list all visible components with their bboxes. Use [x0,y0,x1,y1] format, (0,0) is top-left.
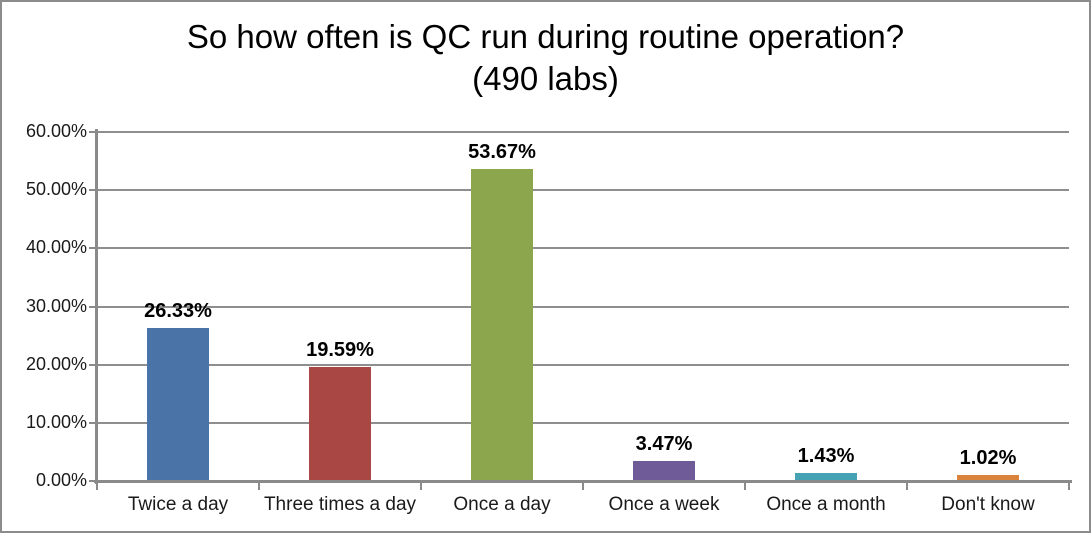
bar-three-times-a-day [309,367,371,481]
y-axis-tick-label: 40.00% [25,237,87,258]
x-axis-category-label: Once a month [766,494,886,515]
bar-twice-a-day [147,327,209,481]
y-axis-tick [89,131,97,133]
x-axis-tick [420,483,422,490]
x-axis-tick [582,483,584,490]
y-axis-tick-label: 0.00% [35,470,87,490]
bar-once-a-day [471,168,533,481]
bar-once-a-month [795,472,857,481]
x-axis-tick [906,483,908,490]
x-axis-tick [1068,483,1070,490]
x-axis-category-label: Once a day [453,494,551,515]
y-axis-tick-label: 50.00% [25,179,87,200]
chart-title-line1: So how often is QC run during routine op… [186,18,905,55]
y-gridline [97,421,1069,424]
bar-value-label: 19.59% [306,339,374,362]
x-axis-tick [258,483,260,490]
chart-title: So how often is QC run during routine op… [2,16,1089,100]
x-axis-category-label: Three times a day [263,494,417,515]
y-gridline [97,363,1069,366]
y-axis-tick [89,305,97,308]
y-gridline [97,305,1069,308]
bar-value-label: 1.43% [797,444,855,467]
bar-value-label: 1.02% [959,447,1017,470]
y-gridline [97,247,1069,250]
y-axis-tick [89,189,97,192]
y-axis-tick [89,363,97,366]
y-axis-tick-label: 60.00% [25,121,87,141]
chart-title-line2: (490 labs) [472,60,619,97]
y-axis-line [95,129,98,484]
bar-value-label: 53.67% [468,140,536,163]
x-axis-category-label: Twice a day [127,494,229,515]
y-axis-tick [89,421,97,424]
x-axis-line [94,480,1072,483]
bar-value-label: 3.47% [635,432,693,455]
y-axis-tick-label: 30.00% [25,295,87,316]
bar-value-label: 26.33% [144,299,212,322]
x-axis-category-label: Once a week [608,494,720,515]
y-axis-tick-label: 10.00% [25,411,87,432]
y-axis-tick [89,247,97,250]
x-axis-tick [96,483,98,490]
y-gridline [97,189,1069,192]
bar-don-t-know [957,475,1019,481]
y-axis-tick [89,480,97,482]
y-axis-tick-label: 20.00% [25,353,87,374]
bar-once-a-week [633,460,695,481]
x-axis-tick [744,483,746,490]
x-axis-category-label: Don't know [941,494,1035,515]
y-gridline [97,131,1069,133]
